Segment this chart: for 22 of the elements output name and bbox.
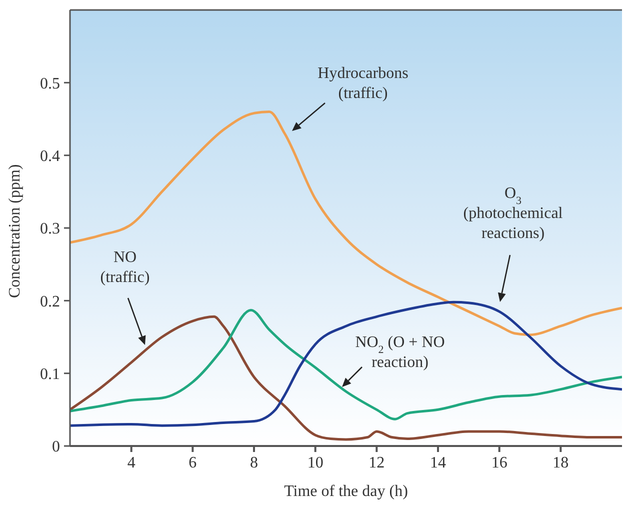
y-tick-label: 0.3 — [40, 220, 60, 238]
x-tick-label: 14 — [430, 454, 446, 472]
y-tick-label: 0 — [52, 438, 60, 456]
x-tick-label: 12 — [368, 454, 385, 472]
x-tick-label: 6 — [188, 454, 197, 472]
x-tick-label: 4 — [127, 454, 136, 472]
annotation: NO (traffic) — [100, 249, 150, 286]
x-tick-label: 18 — [552, 454, 569, 472]
y-tick-label: 0.2 — [40, 293, 60, 310]
y-tick-label: 0.5 — [40, 75, 60, 92]
x-tick-label: 8 — [250, 454, 258, 472]
x-tick-label: 10 — [307, 454, 324, 472]
y-tick-label: 0.4 — [40, 148, 60, 166]
x-tick-label: 16 — [491, 454, 508, 472]
x-axis-title: Time of the day (h) — [284, 483, 408, 500]
line-series — [70, 110, 622, 336]
annotation: NO$_{2}$ (O + NO reaction) — [355, 334, 445, 371]
line-series — [70, 315, 622, 441]
annotation: O$_{3}$ (photochemical reactions) — [463, 185, 564, 242]
annotation: Hydrocarbons (traffic) — [318, 65, 408, 102]
y-axis-title: Concentration (ppm) — [6, 164, 24, 298]
y-tick-label: 0.1 — [40, 366, 60, 384]
